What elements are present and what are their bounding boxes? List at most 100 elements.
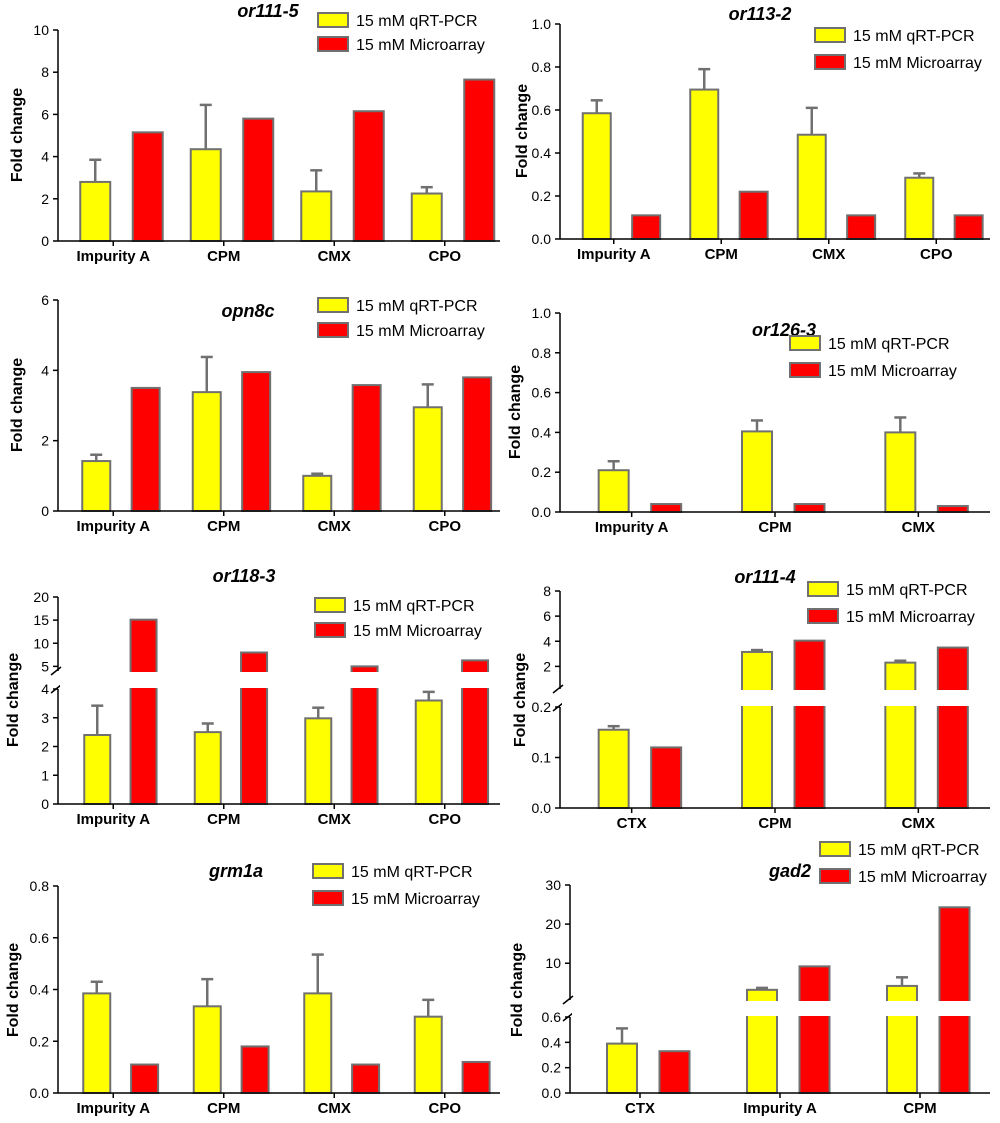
bar-qrt-pcr xyxy=(581,112,612,240)
legend-swatch-qrt-pcr xyxy=(312,863,344,879)
axis-break-mark xyxy=(50,666,62,676)
bar-qrt-pcr xyxy=(884,661,917,809)
y-tick-label: 2 xyxy=(41,191,49,207)
y-tick-label: 0.6 xyxy=(532,102,552,118)
bar-microarray xyxy=(650,746,683,810)
y-tick-label: 4 xyxy=(41,681,49,697)
bar-microarray xyxy=(129,618,158,805)
chart-panel-or111-5: or111-5 Fold change Impurity A CPM CMX CPO 0 2 4… xyxy=(9,1,500,265)
y-tick-label: 0.0 xyxy=(532,504,552,520)
bar-microarray xyxy=(130,386,161,512)
chart-panel-opn8c: opn8c Fold change Impurity A CPM CMX CPO 0 2 4 6 1… xyxy=(9,292,500,535)
legend: 15 mM qRT-PCR 15 mM Microarray xyxy=(317,297,485,340)
y-tick-label: 0.8 xyxy=(532,345,552,361)
bar-qrt-pcr xyxy=(741,650,773,810)
bar-microarray xyxy=(130,1063,160,1094)
x-tick-label: CPM xyxy=(758,519,791,536)
y-tick-label: 1.0 xyxy=(532,305,552,321)
y-tick-label: 4 xyxy=(543,633,551,649)
legend-swatch-microarray xyxy=(819,868,851,884)
bar-microarray xyxy=(953,214,984,241)
y-tick-label: 0.4 xyxy=(532,424,552,440)
bar-qrt-pcr xyxy=(304,717,333,806)
bar-microarray xyxy=(241,371,272,513)
bar-qrt-pcr xyxy=(302,474,333,513)
y-tick-label: 0.4 xyxy=(30,982,50,998)
bar-qrt-pcr xyxy=(884,431,917,513)
y-tick-label: 20 xyxy=(545,916,561,932)
bar-qrt-pcr xyxy=(689,88,720,240)
legend: 15 mM qRT-PCR 15 mM Microarray xyxy=(312,863,480,908)
y-tick-label: 1 xyxy=(41,767,49,783)
y-axis-label: Fold change xyxy=(9,358,26,452)
legend-swatch-qrt-pcr xyxy=(317,297,349,313)
bar-microarray xyxy=(351,1063,381,1094)
legend: 15 mM qRT-PCR 15 mM Microarray xyxy=(789,335,957,380)
bar-qrt-pcr xyxy=(82,992,112,1094)
legend-swatch-microarray xyxy=(807,608,839,624)
x-tick-label: CPO xyxy=(920,246,953,263)
x-tick-label: CPM xyxy=(207,248,240,265)
legend-label-qrt-pcr: 15 mM qRT-PCR xyxy=(858,842,980,859)
y-tick-label: 0.6 xyxy=(30,930,50,946)
y-tick-label: 6 xyxy=(41,106,49,122)
y-tick-label: 2 xyxy=(543,658,551,674)
y-axis-label: Fold change xyxy=(5,653,22,747)
bar-qrt-pcr xyxy=(83,734,112,805)
legend-label-qrt-pcr: 15 mM qRT-PCR xyxy=(356,13,478,30)
y-tick-label: 0.6 xyxy=(542,1009,562,1025)
y-tick-label: 0.0 xyxy=(542,1085,562,1101)
legend-label-microarray: 15 mM Microarray xyxy=(846,609,975,626)
x-tick-label: CPM xyxy=(207,811,240,828)
bar-qrt-pcr xyxy=(597,728,630,809)
x-tick-label: CPM xyxy=(903,1100,936,1117)
x-tick-label: CTX xyxy=(617,815,647,832)
x-tick-label: CMX xyxy=(318,1100,351,1117)
bar-qrt-pcr xyxy=(597,469,630,513)
x-tick-label: CPO xyxy=(428,1100,461,1117)
bar-microarray xyxy=(846,214,877,241)
y-tick-label: 20 xyxy=(33,589,49,605)
bar-microarray xyxy=(793,639,826,810)
legend-label-qrt-pcr: 15 mM qRT-PCR xyxy=(356,298,478,315)
legend-label-microarray: 15 mM Microarray xyxy=(356,323,485,340)
y-tick-label: 0 xyxy=(41,796,49,812)
legend-label-qrt-pcr: 15 mM qRT-PCR xyxy=(846,582,968,599)
bar-qrt-pcr xyxy=(904,176,935,241)
legend-swatch-microarray xyxy=(814,54,846,70)
x-tick-label: Impurity A xyxy=(76,518,150,535)
legend: 15 mM qRT-PCR 15 mM Microarray xyxy=(314,597,482,640)
bar-qrt-pcr xyxy=(410,192,443,242)
bar-qrt-pcr xyxy=(303,992,333,1094)
bar-qrt-pcr xyxy=(796,133,827,241)
x-tick-label: Impurity A xyxy=(595,519,669,536)
x-tick-label: CMX xyxy=(902,519,935,536)
chart-title: or111-4 xyxy=(734,567,795,587)
y-tick-label: 0.4 xyxy=(532,145,552,161)
bar-qrt-pcr xyxy=(189,148,222,242)
x-tick-label: CMX xyxy=(318,518,351,535)
x-tick-label: CPO xyxy=(428,248,461,265)
x-tick-label: CPO xyxy=(428,518,461,535)
axis-break-gap xyxy=(572,1001,990,1016)
y-axis-label: Fold change xyxy=(512,653,529,747)
bar-qrt-pcr xyxy=(412,406,443,512)
x-tick-label: Impurity A xyxy=(743,1100,817,1117)
bar-microarray xyxy=(738,190,769,240)
bar-microarray xyxy=(936,505,969,513)
legend-label-microarray: 15 mM Microarray xyxy=(853,55,982,72)
bar-qrt-pcr xyxy=(413,1015,443,1095)
y-axis-label: Fold change xyxy=(509,943,526,1037)
y-tick-label: 0 xyxy=(41,233,49,249)
y-axis-label: Fold change xyxy=(514,84,531,178)
legend-swatch-qrt-pcr xyxy=(807,581,839,597)
y-tick-label: 15 xyxy=(33,612,49,628)
bar-microarray xyxy=(242,117,275,242)
y-axis-label: Fold change xyxy=(5,943,22,1037)
y-tick-label: 0.1 xyxy=(532,750,552,766)
bar-microarray xyxy=(793,503,826,514)
bar-qrt-pcr xyxy=(192,1005,222,1094)
y-tick-label: 10 xyxy=(33,22,49,38)
